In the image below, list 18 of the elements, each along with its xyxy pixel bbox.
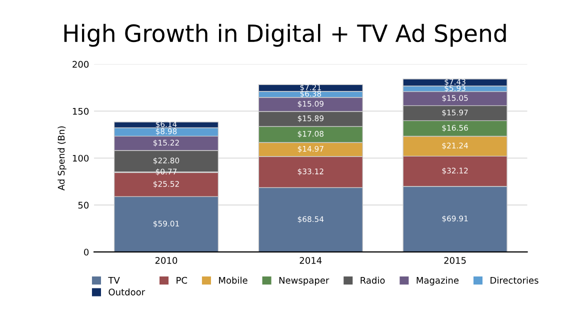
- y-tick-label: 50: [78, 202, 89, 209]
- legend-label: Directories: [490, 276, 538, 284]
- legend-label: Newspaper: [279, 277, 330, 286]
- x-tick-label: 2010: [155, 257, 178, 264]
- y-axis-title: Ad Spend (Bn): [58, 126, 66, 190]
- x-tick-label: 2015: [444, 257, 466, 264]
- y-tick-label: 150: [72, 108, 89, 115]
- legend-label: Outdoor: [108, 288, 146, 296]
- legend-label: TV: [108, 277, 120, 284]
- x-tick-label: 2014: [300, 257, 322, 264]
- y-tick-label: 200: [72, 60, 89, 68]
- legend-label: PC: [176, 276, 188, 284]
- chart-title: High Growth in Digital + TV Ad Spend: [64, 24, 506, 47]
- y-tick-label: 0: [84, 248, 89, 256]
- legend-label: Radio: [360, 276, 385, 284]
- y-tick-label: 100: [72, 154, 89, 162]
- legend-label: Mobile: [219, 276, 248, 284]
- legend-label: Magazine: [416, 276, 459, 286]
